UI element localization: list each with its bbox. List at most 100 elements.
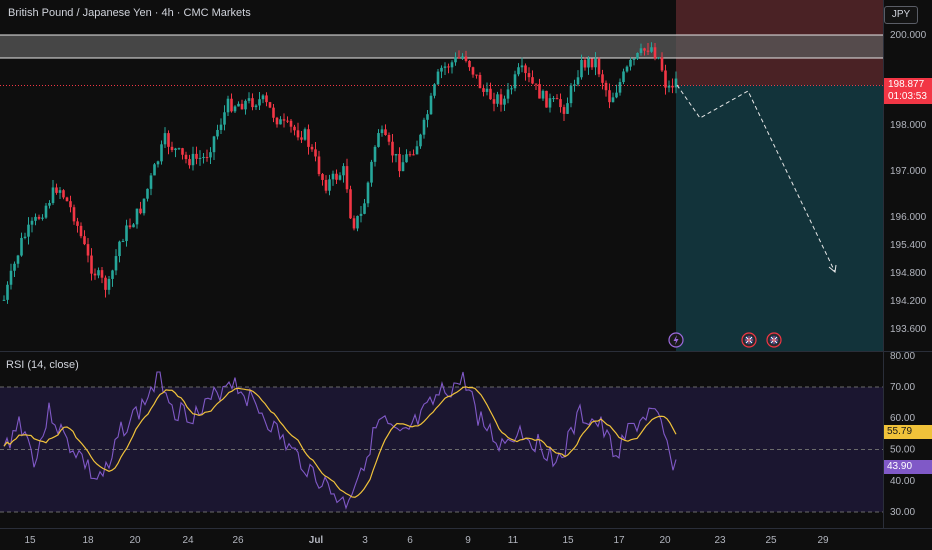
candle-body	[583, 59, 587, 68]
time-axis-label: 20	[129, 535, 141, 546]
candle-body	[573, 84, 576, 86]
candle-body	[422, 119, 426, 135]
candle-body	[128, 225, 132, 228]
candle-body	[534, 83, 538, 85]
candle-body	[450, 62, 454, 68]
candle-body	[317, 156, 321, 175]
time-axis-label: 18	[82, 535, 94, 546]
current-price-value: 198.877	[888, 79, 925, 90]
candle-body	[384, 129, 387, 135]
candle-body	[307, 129, 310, 147]
currency-button[interactable]: JPY	[884, 6, 918, 24]
candle-body	[335, 173, 338, 180]
candle-body	[223, 112, 226, 125]
candle-body	[478, 74, 482, 89]
candle-body	[419, 134, 422, 147]
price-axis-label: 198.000	[890, 120, 927, 131]
candle-body	[562, 107, 566, 114]
rsi-axis-label: 50.00	[890, 445, 915, 456]
candle-body	[555, 98, 559, 100]
time-axis-label: 17	[613, 535, 625, 546]
candle-body	[254, 105, 258, 108]
candle-body	[107, 278, 111, 290]
time-axis-label: 15	[562, 535, 574, 546]
candle-body	[643, 48, 646, 51]
candle-body	[86, 244, 90, 256]
candle-body	[230, 98, 233, 112]
candle-body	[338, 175, 342, 180]
candle-body	[387, 134, 391, 142]
rsi-axis-label: 60.00	[890, 413, 915, 424]
candle-body	[653, 47, 657, 59]
candle-body	[27, 224, 30, 237]
candle-body	[251, 98, 254, 108]
candle-body	[125, 225, 128, 242]
uk-flag-icon[interactable]	[766, 332, 782, 348]
candle-body	[594, 58, 597, 68]
candle-body	[485, 88, 489, 92]
rsi-axis-label: 30.00	[890, 507, 915, 518]
time-axis-label: 6	[407, 535, 413, 546]
candle-body	[76, 221, 79, 226]
candle-body	[429, 95, 433, 115]
candle-body	[398, 153, 401, 172]
take-profit-zone[interactable]	[676, 85, 883, 351]
rsi-line	[3, 371, 677, 510]
price-axis: 200.000 198.000 197.000 196.000 195.400 194.8…	[890, 30, 927, 335]
candle-body	[475, 74, 478, 76]
candle-body	[65, 197, 69, 202]
candle-body	[156, 161, 160, 165]
candle-body	[293, 126, 296, 131]
candle-body	[174, 148, 177, 151]
candle-body	[300, 137, 303, 140]
time-axis-label: 15	[24, 535, 36, 546]
resistance-zone[interactable]	[0, 35, 883, 58]
candle-body	[496, 94, 499, 104]
candle-body	[289, 120, 293, 127]
candle-body	[258, 99, 261, 106]
candle-body	[30, 220, 34, 225]
candle-body	[20, 237, 23, 256]
candle-body	[139, 208, 142, 214]
candle-body	[342, 166, 345, 176]
candle-body	[366, 182, 370, 204]
candle-body	[464, 56, 468, 61]
candle-body	[590, 58, 594, 68]
rsi-axis-label: 80.00	[890, 351, 915, 362]
candle-body	[72, 207, 76, 222]
candle-body	[615, 92, 618, 98]
candle-body	[566, 103, 569, 114]
candle-body	[34, 216, 37, 221]
uk-flag-icon[interactable]	[741, 332, 757, 348]
candlestick-series	[2, 42, 678, 304]
candle-body	[167, 133, 170, 147]
candle-body	[23, 236, 27, 238]
candle-body	[41, 217, 44, 219]
candle-body	[9, 270, 13, 285]
candle-body	[646, 50, 650, 52]
candle-body	[328, 179, 331, 191]
candle-body	[517, 67, 520, 75]
candle-body	[188, 159, 191, 166]
candle-body	[226, 98, 230, 113]
candle-body	[321, 174, 324, 180]
candle-body	[650, 47, 653, 52]
candle-body	[233, 106, 237, 112]
candle-body	[58, 190, 62, 193]
candle-body	[244, 100, 247, 110]
candle-body	[482, 88, 485, 92]
time-axis-label: 25	[765, 535, 777, 546]
rsi-ma-line	[3, 386, 677, 498]
candle-body	[370, 161, 373, 183]
candle-body	[198, 157, 202, 159]
rsi-ma-value-tag: 55.79	[884, 425, 932, 439]
candle-body	[636, 52, 639, 59]
candle-body	[548, 98, 552, 108]
candle-body	[114, 256, 118, 271]
candle-body	[405, 154, 408, 163]
lightning-icon[interactable]	[668, 332, 684, 348]
candle-body	[261, 95, 265, 100]
candle-body	[160, 144, 163, 162]
candle-body	[580, 59, 583, 78]
